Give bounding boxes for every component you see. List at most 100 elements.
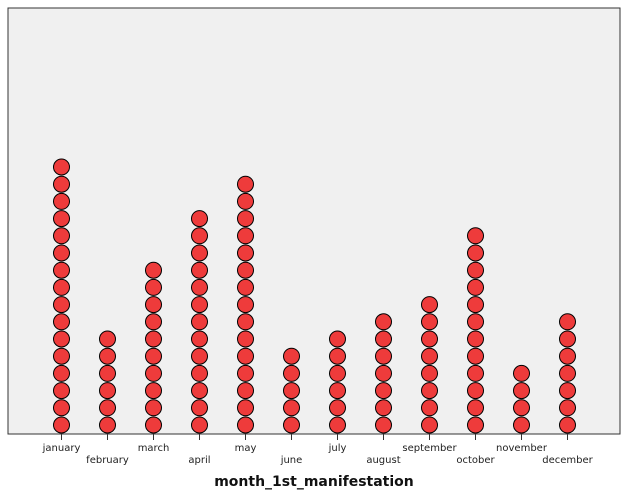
dot-july-1	[329, 416, 346, 434]
dot-january-7	[53, 313, 70, 331]
dot-january-6	[53, 330, 70, 348]
dot-march-4	[145, 364, 162, 382]
dot-july-3	[329, 382, 346, 400]
dot-january-4	[53, 364, 70, 382]
dot-august-2	[375, 399, 392, 417]
dot-october-10	[467, 261, 484, 279]
x-tick-label-april: april	[188, 455, 210, 466]
dot-september-7	[421, 313, 438, 331]
dot-april-10	[191, 261, 208, 279]
dot-october-1	[467, 416, 484, 434]
dot-january-16	[53, 158, 70, 176]
dot-december-5	[559, 347, 576, 365]
dot-may-13	[237, 210, 254, 228]
dot-october-6	[467, 330, 484, 348]
dot-april-13	[191, 210, 208, 228]
x-tick-label-march: march	[138, 443, 170, 454]
dot-august-7	[375, 313, 392, 331]
dot-april-7	[191, 313, 208, 331]
dot-september-4	[421, 364, 438, 382]
dot-may-3	[237, 382, 254, 400]
dot-february-1	[99, 416, 116, 434]
dot-may-10	[237, 261, 254, 279]
x-tick-label-november: november	[496, 443, 548, 454]
dot-september-8	[421, 296, 438, 314]
dot-may-15	[237, 175, 254, 193]
dot-january-15	[53, 175, 70, 193]
x-tick-label-december: december	[542, 455, 593, 466]
dot-april-6	[191, 330, 208, 348]
dot-january-13	[53, 210, 70, 228]
dot-june-1	[283, 416, 300, 434]
dot-june-2	[283, 399, 300, 417]
dot-august-5	[375, 347, 392, 365]
dot-january-2	[53, 399, 70, 417]
dot-may-11	[237, 244, 254, 262]
dot-january-11	[53, 244, 70, 262]
dot-january-14	[53, 192, 70, 210]
dot-april-2	[191, 399, 208, 417]
x-tick-label-may: may	[235, 443, 257, 454]
dot-december-7	[559, 313, 576, 331]
dot-july-2	[329, 399, 346, 417]
dot-september-1	[421, 416, 438, 434]
dot-august-4	[375, 364, 392, 382]
dot-april-11	[191, 244, 208, 262]
dot-may-2	[237, 399, 254, 417]
dot-january-10	[53, 261, 70, 279]
dot-series	[53, 158, 576, 434]
dot-march-8	[145, 296, 162, 314]
dot-november-2	[513, 399, 530, 417]
dot-april-5	[191, 347, 208, 365]
dot-july-4	[329, 364, 346, 382]
dot-october-5	[467, 347, 484, 365]
x-tick-label-july: july	[328, 443, 347, 454]
dot-october-8	[467, 296, 484, 314]
dot-february-2	[99, 399, 116, 417]
dot-august-1	[375, 416, 392, 434]
dot-may-14	[237, 192, 254, 210]
x-axis-title: month_1st_manifestation	[214, 474, 414, 490]
dot-march-7	[145, 313, 162, 331]
dot-december-6	[559, 330, 576, 348]
dot-may-1	[237, 416, 254, 434]
x-tick-label-january: january	[42, 443, 81, 454]
dot-march-2	[145, 399, 162, 417]
dot-may-12	[237, 227, 254, 245]
dot-november-1	[513, 416, 530, 434]
dot-october-12	[467, 227, 484, 245]
dot-april-3	[191, 382, 208, 400]
dot-november-4	[513, 364, 530, 382]
x-tick-label-june: june	[280, 455, 303, 466]
dot-november-3	[513, 382, 530, 400]
dot-september-3	[421, 382, 438, 400]
dot-february-5	[99, 347, 116, 365]
dot-october-2	[467, 399, 484, 417]
dot-june-3	[283, 382, 300, 400]
dot-january-5	[53, 347, 70, 365]
dot-august-3	[375, 382, 392, 400]
dot-december-2	[559, 399, 576, 417]
dot-october-7	[467, 313, 484, 331]
dot-january-8	[53, 296, 70, 314]
dot-january-9	[53, 278, 70, 296]
dot-may-7	[237, 313, 254, 331]
dot-april-9	[191, 278, 208, 296]
dot-september-2	[421, 399, 438, 417]
dot-march-1	[145, 416, 162, 434]
dot-september-5	[421, 347, 438, 365]
dot-may-8	[237, 296, 254, 314]
dot-february-4	[99, 364, 116, 382]
dot-february-3	[99, 382, 116, 400]
x-tick-label-february: february	[86, 455, 129, 466]
x-tick-label-october: october	[456, 455, 495, 466]
dot-july-6	[329, 330, 346, 348]
dot-february-6	[99, 330, 116, 348]
dot-march-10	[145, 261, 162, 279]
dot-march-6	[145, 330, 162, 348]
dot-july-5	[329, 347, 346, 365]
x-tick-label-september: september	[402, 443, 457, 454]
dot-december-3	[559, 382, 576, 400]
dot-april-12	[191, 227, 208, 245]
